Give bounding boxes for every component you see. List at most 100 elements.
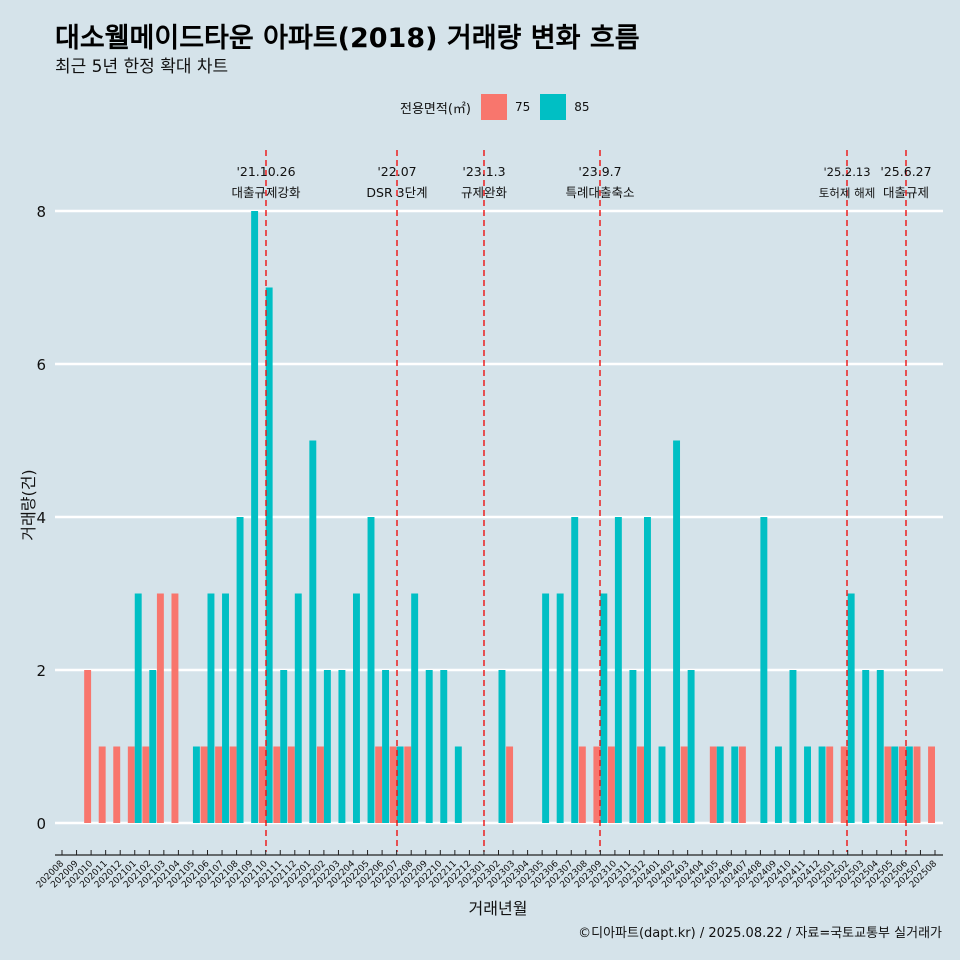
legend-label-75: 75 (514, 100, 531, 114)
bar-85-202503 (862, 670, 870, 823)
bar-85-202504 (876, 670, 884, 823)
event-date-3: '23.9.7 (578, 164, 621, 179)
bar-75-202010 (84, 670, 92, 823)
chart-subtitle: 최근 5년 한정 확대 차트 (55, 57, 229, 77)
bar-75-202110 (258, 746, 266, 823)
bar-75-202501 (826, 746, 834, 823)
bar-75-202407 (738, 746, 746, 823)
legend-label-85: 85 (574, 100, 590, 114)
bar-85-202408 (760, 517, 768, 823)
bar-85-202406 (731, 746, 739, 823)
bar-75-202207 (389, 746, 397, 823)
bar-85-202502 (847, 593, 855, 823)
bar-85-202110 (265, 287, 273, 823)
y-tick-label-4: 4 (36, 509, 46, 527)
bar-85-202108 (236, 517, 244, 823)
bar-85-202309 (600, 593, 608, 823)
bar-85-202310 (614, 517, 622, 823)
bar-75-202011 (98, 746, 106, 823)
bar-75-202310 (607, 746, 615, 823)
bar-75-202405 (709, 746, 717, 823)
event-date-2: '23.1.3 (462, 164, 505, 179)
bar-75-202312 (637, 746, 644, 823)
bar-85-202204 (353, 593, 360, 823)
source-caption: ©디아파트(dapt.kr) / 2025.08.22 / 자료=국토교통부 실… (578, 926, 942, 941)
bar-75-202403 (680, 746, 688, 823)
bar-75-202208 (404, 746, 412, 823)
bar-85-202102 (149, 670, 157, 823)
bar-85-202202 (323, 670, 331, 823)
bar-85-202208 (411, 593, 419, 823)
bar-85-202101 (134, 593, 142, 823)
bar-85-202112 (294, 593, 302, 823)
x-axis: 2020082020092020102020112020122021012021… (35, 850, 943, 890)
event-label-4: 토허제 해제 (819, 186, 876, 200)
bar-75-202303 (506, 746, 514, 823)
bar-85-202105 (192, 746, 200, 823)
bar-75-202111 (273, 746, 281, 823)
event-date-0: '21.10.26 (236, 164, 295, 179)
bar-85-202111 (280, 670, 288, 823)
event-label-0: 대출규제강화 (231, 185, 301, 200)
bar-75-202202 (316, 746, 324, 823)
bar-85-202106 (207, 593, 215, 823)
bar-85-202403 (687, 670, 695, 823)
bar-75-202206 (375, 746, 383, 823)
bar-85-202107 (222, 593, 229, 823)
bar-75-202505 (884, 746, 892, 823)
bar-85-202109 (251, 211, 259, 823)
bar-75-202506 (898, 746, 906, 823)
bar-75-202108 (229, 746, 237, 823)
bars (84, 211, 935, 823)
event-markers: '21.10.26 대출규제강화 '22.07 DSR 3단계 '23.1.3 규제완화 '… (231, 150, 932, 852)
bar-85-202412 (818, 746, 826, 823)
bar-85-202505 (891, 746, 899, 823)
y-tick-label-6: 6 (36, 356, 46, 374)
bar-75-202309 (593, 746, 601, 823)
bar-85-202302 (498, 670, 506, 823)
event-date-5: '25.6.27 (880, 164, 931, 179)
bar-85-202306 (556, 593, 564, 823)
bar-85-202206 (382, 670, 390, 823)
event-label-2: 규제완화 (461, 185, 508, 200)
bar-85-202312 (644, 517, 651, 823)
y-axis-label: 거래량(건) (19, 469, 38, 540)
y-tick-label-2: 2 (36, 662, 46, 680)
bar-75-202107 (215, 746, 223, 823)
bar-85-202211 (454, 746, 462, 823)
event-date-4: '25.2.13 (823, 165, 870, 179)
bar-75-202308 (578, 746, 586, 823)
bar-75-202502 (840, 746, 848, 823)
bar-85-202305 (542, 593, 550, 823)
bar-85-202409 (774, 746, 782, 823)
chart-title: 대소웰메이드타운 아파트(2018) 거래량 변화 흐름 (55, 23, 640, 54)
bar-85-202401 (658, 746, 666, 823)
x-axis-label: 거래년월 (469, 899, 528, 918)
bar-85-202411 (804, 746, 811, 823)
bar-75-202106 (200, 746, 208, 823)
bar-75-202507 (913, 746, 921, 823)
event-label-3: 특례대출축소 (565, 185, 634, 200)
y-tick-label-8: 8 (36, 203, 46, 221)
bar-85-202307 (571, 517, 579, 823)
legend: 전용면적(㎡) 75 85 (400, 92, 600, 122)
event-date-1: '22.07 (377, 164, 416, 179)
legend-swatch-75 (480, 94, 507, 120)
event-label-1: DSR 3단계 (366, 185, 427, 200)
bar-85-202311 (629, 670, 637, 823)
legend-swatch-85 (540, 94, 567, 120)
y-axis-tick-labels: 0 2 4 6 8 (36, 203, 46, 833)
bar-85-202405 (716, 746, 724, 823)
bar-75-202104 (171, 593, 179, 823)
bar-75-202112 (287, 746, 295, 823)
bar-85-202207 (396, 746, 404, 823)
y-tick-label-0: 0 (36, 815, 46, 833)
bar-75-202012 (113, 746, 121, 823)
bar-85-202205 (367, 517, 375, 823)
bar-75-202102 (142, 746, 150, 823)
event-label-5: 대출규제 (883, 185, 929, 200)
bar-75-202101 (127, 746, 135, 823)
bar-85-202209 (425, 670, 433, 823)
bar-85-202402 (673, 440, 681, 823)
